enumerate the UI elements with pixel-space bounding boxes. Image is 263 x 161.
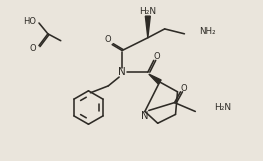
Text: O: O xyxy=(153,52,160,61)
Text: O: O xyxy=(105,35,112,44)
Text: O: O xyxy=(180,84,187,93)
Text: O: O xyxy=(29,44,36,53)
Text: NH₂: NH₂ xyxy=(199,27,216,36)
Text: H₂N: H₂N xyxy=(214,103,231,112)
Polygon shape xyxy=(149,74,161,84)
Polygon shape xyxy=(145,16,150,38)
Text: HO: HO xyxy=(23,17,36,26)
Text: N: N xyxy=(141,111,149,121)
Text: N: N xyxy=(118,67,126,77)
Text: H₂N: H₂N xyxy=(139,7,156,16)
